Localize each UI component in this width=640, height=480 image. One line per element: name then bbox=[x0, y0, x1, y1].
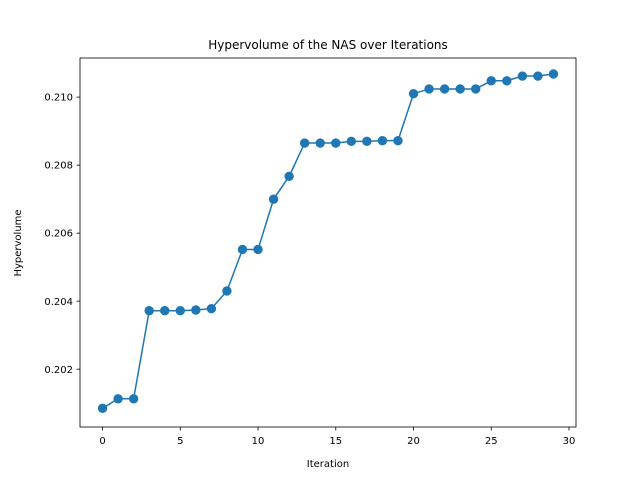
data-point bbox=[548, 69, 559, 79]
data-point bbox=[160, 305, 170, 316]
data-point bbox=[284, 171, 294, 182]
data-point bbox=[362, 136, 372, 147]
data-point bbox=[331, 138, 341, 148]
x-tick-label: 10 bbox=[252, 436, 265, 447]
data-point bbox=[424, 84, 434, 94]
axes-frame bbox=[79, 57, 577, 428]
y-axis: 0.202 0.204 0.206 0.208 0.210 bbox=[44, 93, 80, 376]
data-point bbox=[268, 194, 279, 204]
x-tick-label: 0 bbox=[99, 436, 105, 447]
data-point bbox=[175, 305, 185, 316]
data-point bbox=[471, 84, 481, 94]
data-point bbox=[486, 76, 496, 86]
data-point bbox=[206, 303, 217, 314]
data-point bbox=[517, 71, 528, 81]
x-tick-label: 5 bbox=[177, 436, 183, 447]
data-point bbox=[299, 138, 310, 148]
x-tick-label: 20 bbox=[407, 436, 420, 447]
x-tick-label: 15 bbox=[329, 436, 342, 447]
y-tick-label: 0.202 bbox=[44, 365, 73, 376]
data-point bbox=[144, 305, 154, 316]
y-axis-label: Hypervolume bbox=[13, 209, 24, 276]
data-point bbox=[393, 135, 403, 146]
chart-title: Hypervolume of the NAS over Iterations bbox=[208, 38, 448, 52]
data-point bbox=[502, 76, 512, 86]
y-tick-label: 0.208 bbox=[44, 161, 73, 172]
data-point bbox=[222, 286, 232, 296]
y-tick-label: 0.204 bbox=[44, 297, 73, 308]
data-point bbox=[408, 89, 419, 99]
data-point bbox=[113, 394, 123, 404]
x-tick-label: 25 bbox=[485, 436, 498, 447]
data-point bbox=[128, 394, 139, 404]
data-point bbox=[533, 71, 543, 81]
y-tick-label: 0.206 bbox=[44, 229, 73, 240]
x-axis-label: Iteration bbox=[307, 459, 349, 470]
data-point bbox=[237, 244, 248, 255]
data-point bbox=[191, 305, 201, 315]
x-tick-label: 30 bbox=[563, 436, 576, 447]
data-point bbox=[455, 84, 465, 94]
plot-area bbox=[97, 69, 559, 413]
data-point bbox=[377, 135, 388, 146]
data-point bbox=[253, 244, 263, 255]
data-point bbox=[439, 84, 450, 94]
y-tick-label: 0.210 bbox=[44, 93, 73, 104]
data-point bbox=[315, 138, 325, 148]
x-axis: 0 5 10 15 20 25 30 bbox=[99, 427, 575, 447]
data-point bbox=[97, 403, 108, 413]
data-point bbox=[346, 136, 357, 147]
